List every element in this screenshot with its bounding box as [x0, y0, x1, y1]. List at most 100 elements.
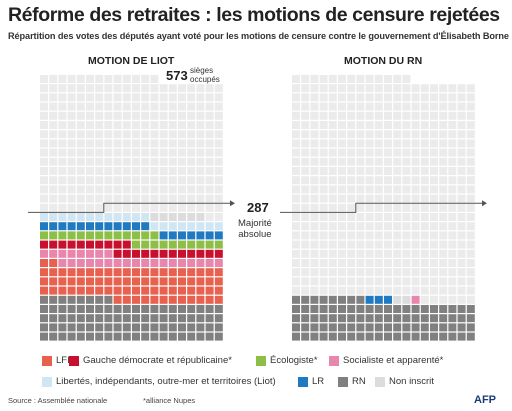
seat-cell — [159, 121, 168, 129]
seat-cell — [113, 305, 122, 313]
seat-cell — [86, 167, 94, 175]
seat-cell — [319, 194, 328, 203]
seat-cell — [430, 240, 438, 249]
seat-cell — [58, 167, 67, 175]
seat-cell — [178, 222, 186, 231]
seat-cell — [159, 305, 168, 313]
seat-cell — [159, 167, 168, 175]
seat-cell — [448, 277, 457, 286]
seat-cell — [292, 332, 300, 341]
seat-cell — [319, 332, 328, 341]
seat-cell — [141, 194, 150, 203]
seat-cell — [347, 332, 356, 341]
seat-cell — [301, 240, 310, 249]
seat-cell — [150, 203, 159, 212]
seat-cell — [141, 332, 150, 341]
seat-cell — [214, 305, 223, 313]
seat-cell — [439, 185, 448, 194]
seat-cell — [187, 111, 196, 120]
seat-cell — [178, 185, 186, 194]
seat-cell — [122, 203, 131, 212]
seat-cell — [132, 231, 140, 240]
seat-cell — [393, 121, 402, 129]
seat-cell — [439, 295, 448, 304]
seat-cell — [159, 249, 168, 258]
seat-cell — [104, 130, 113, 139]
seat-cell — [95, 213, 104, 221]
seat-cell — [86, 93, 94, 102]
seat-cell — [301, 148, 310, 157]
seat-cell — [196, 213, 205, 221]
seat-cell — [86, 102, 94, 111]
seat-cell — [292, 240, 300, 249]
seat-cell — [448, 314, 457, 323]
seat-cell — [328, 203, 337, 212]
seat-cell — [132, 249, 140, 258]
seat-cell — [95, 157, 104, 166]
seat-cell — [420, 305, 429, 313]
seat-cell — [301, 75, 310, 83]
seat-cell — [49, 305, 58, 313]
seat-cell — [402, 167, 411, 175]
seat-cell — [457, 157, 466, 166]
seat-cell — [292, 268, 300, 277]
seat-cell — [420, 167, 429, 175]
seat-cell — [67, 240, 76, 249]
seat-cell — [159, 295, 168, 304]
seat-cell — [319, 84, 328, 93]
seat-cell — [356, 259, 365, 267]
seat-cell — [319, 121, 328, 129]
seat-cell — [214, 111, 223, 120]
seat-cell — [466, 139, 475, 148]
seat-cell — [113, 295, 122, 304]
seat-cell — [113, 111, 122, 120]
seat-cell — [168, 102, 177, 111]
seat-cell — [67, 185, 76, 194]
seat-cell — [457, 222, 466, 231]
seat-cell — [430, 231, 438, 240]
seat-cell — [457, 194, 466, 203]
seat-cell — [150, 157, 159, 166]
seat-cell — [384, 213, 392, 221]
seat-cell — [67, 268, 76, 277]
seat-cell — [187, 268, 196, 277]
seat-cell — [95, 75, 104, 83]
seat-cell — [141, 305, 150, 313]
seat-cell — [393, 194, 402, 203]
seat-cell — [67, 305, 76, 313]
seat-cell — [95, 130, 104, 139]
seat-cell — [384, 148, 392, 157]
seat-cell — [374, 84, 383, 93]
seat-cell — [214, 130, 223, 139]
seat-cell — [411, 111, 420, 120]
seat-cell — [420, 194, 429, 203]
seat-cell — [448, 157, 457, 166]
seat-cell — [95, 139, 104, 148]
seat-cell — [347, 84, 356, 93]
seat-cell — [420, 222, 429, 231]
seat-cell — [328, 286, 337, 295]
seat-cell — [150, 111, 159, 120]
seat-cell — [402, 295, 411, 304]
seat-cell — [466, 130, 475, 139]
seat-cell — [347, 277, 356, 286]
seat-cell — [40, 102, 48, 111]
seat-cell — [292, 148, 300, 157]
seat-cell — [76, 102, 85, 111]
seat-cell — [393, 167, 402, 175]
seat-cell — [95, 268, 104, 277]
seat-cell — [356, 139, 365, 148]
seat-cell — [393, 222, 402, 231]
seat-cell — [292, 249, 300, 258]
seat-cell — [365, 102, 374, 111]
seat-cell — [439, 93, 448, 102]
seat-cell — [86, 240, 94, 249]
seat-cell — [466, 194, 475, 203]
seat-cell — [104, 167, 113, 175]
seat-cell — [466, 295, 475, 304]
seat-cell — [328, 139, 337, 148]
seat-cell — [393, 111, 402, 120]
seat-cell — [187, 167, 196, 175]
seat-cell — [168, 286, 177, 295]
seat-cell — [338, 75, 346, 83]
